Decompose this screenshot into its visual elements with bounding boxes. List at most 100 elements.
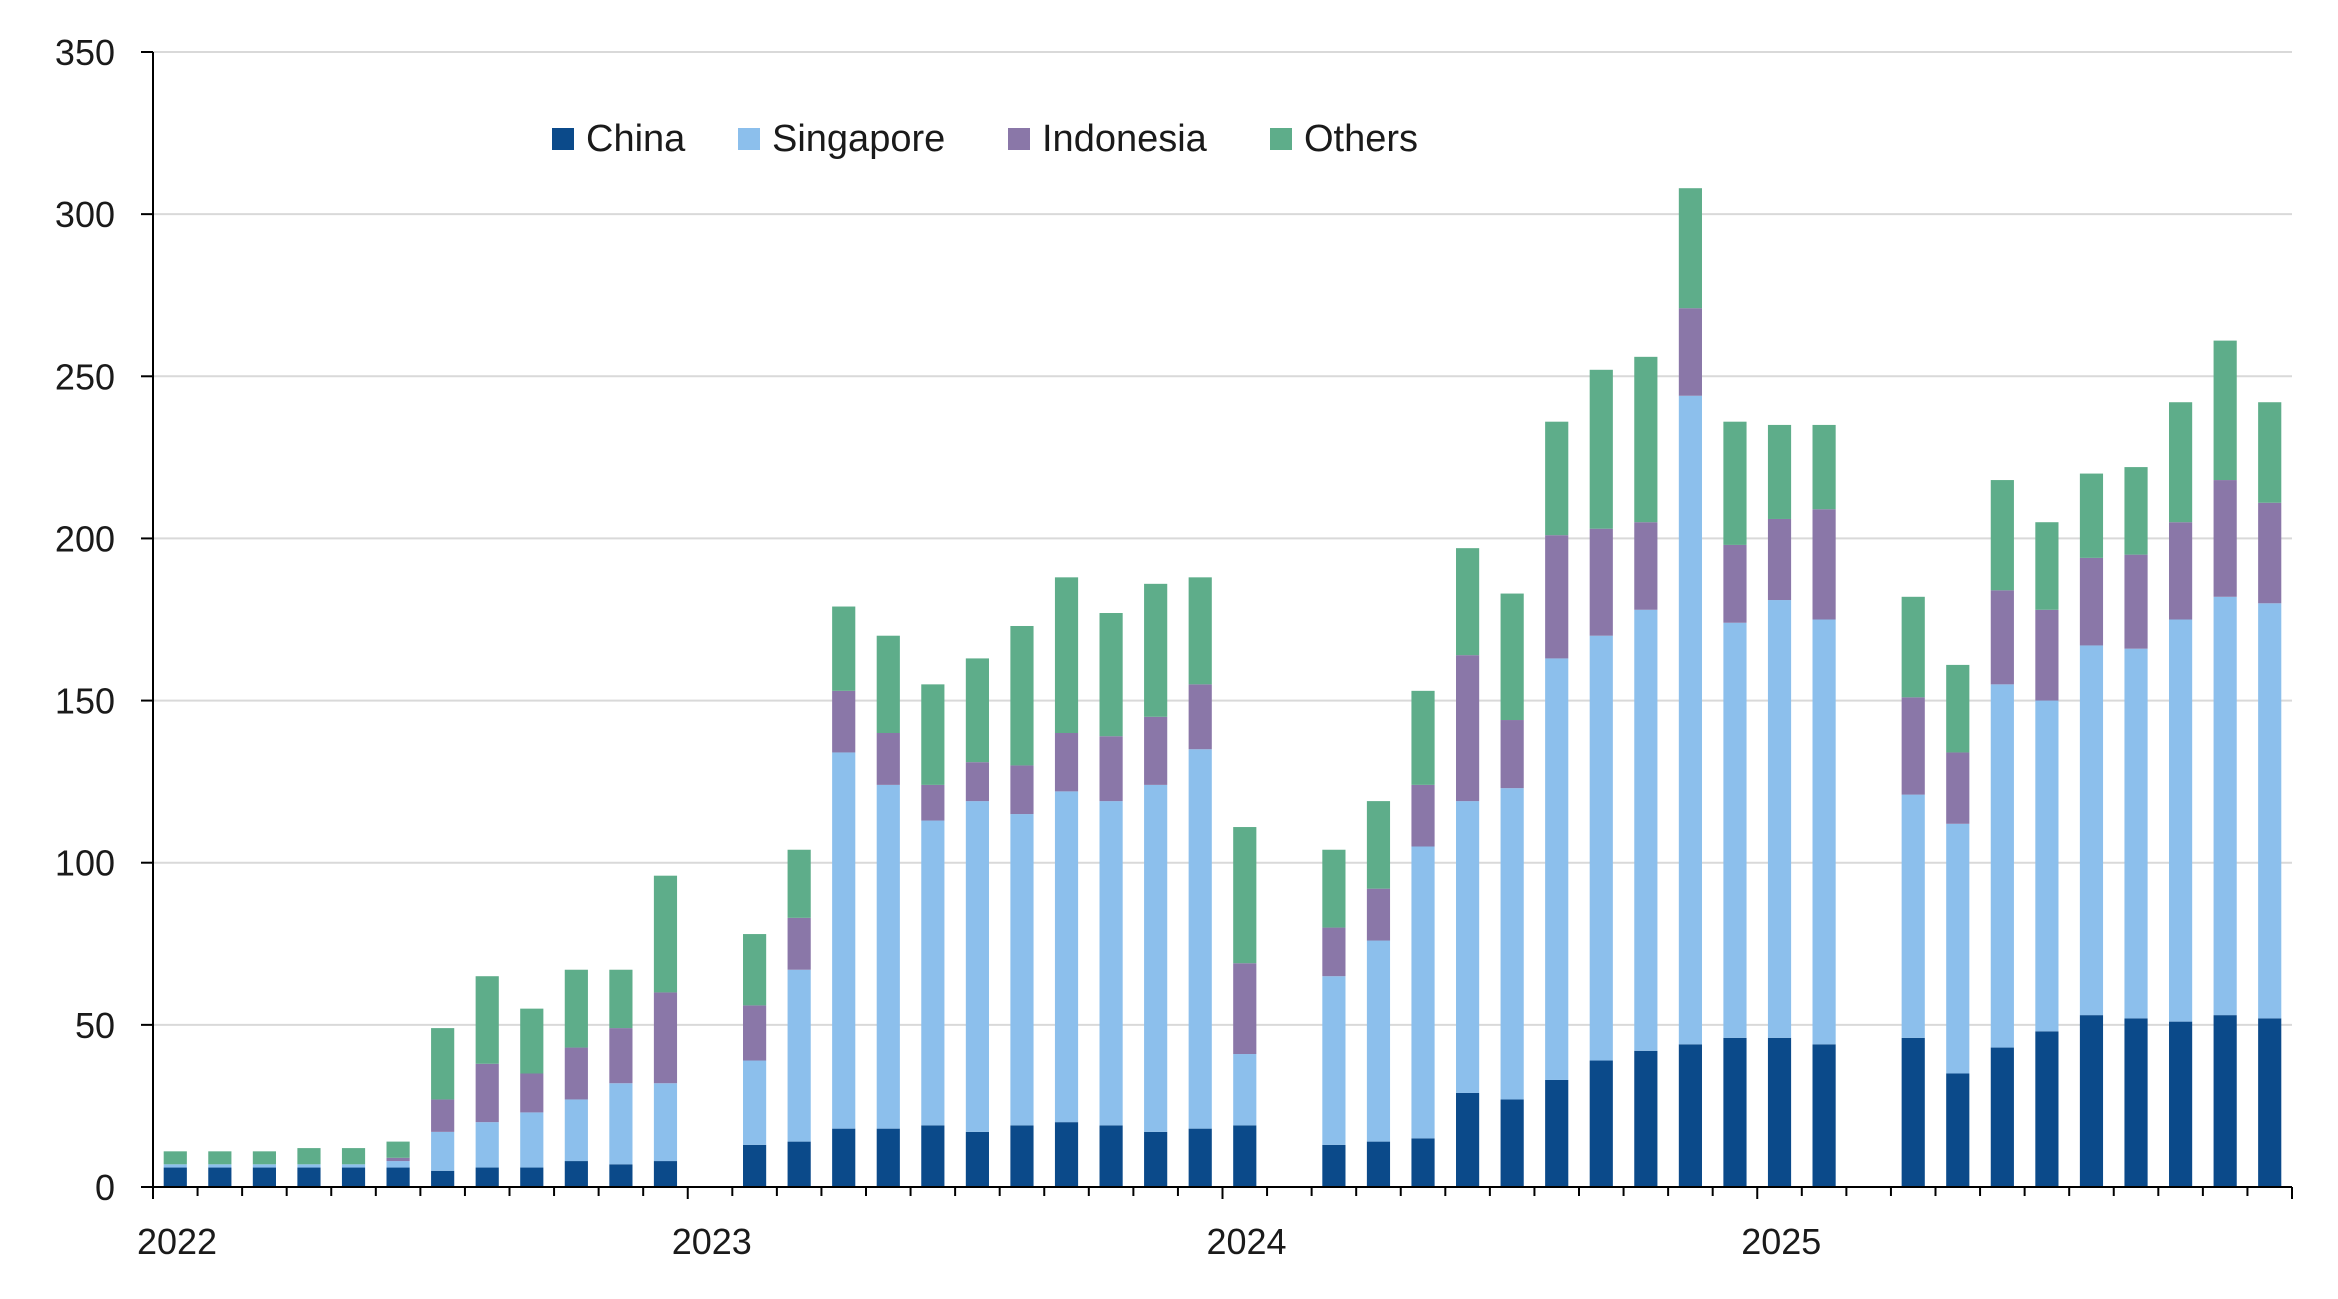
bar-others — [1366, 801, 1391, 889]
bar-indonesia — [743, 1005, 767, 1061]
bar-others — [965, 658, 989, 763]
bar-stack: Nov 2023 — [1188, 577, 1212, 1187]
bar-china — [163, 1167, 187, 1187]
bar-singapore — [1589, 635, 1613, 1061]
bar-stack: Aug 2025 — [2213, 340, 2237, 1187]
bar-singapore — [2035, 700, 2059, 1032]
bar-others — [475, 976, 499, 1064]
bar-stack: Oct 2022 — [564, 969, 588, 1187]
bar-others — [1500, 593, 1524, 721]
bar-others — [1545, 421, 1569, 536]
bar-others — [2169, 402, 2193, 523]
bar-others — [1188, 577, 1212, 685]
bar-others — [1946, 664, 1970, 753]
bar-indonesia — [564, 1047, 588, 1100]
bar-stack: Feb 2023 — [787, 849, 811, 1187]
bar-stack: May 2025 — [2079, 473, 2104, 1187]
bar-singapore — [1901, 794, 1925, 1038]
bar-stack: Dec 2022 — [653, 875, 678, 1187]
bar-others — [653, 875, 678, 993]
bar-singapore — [743, 1060, 767, 1145]
bar-singapore — [297, 1164, 321, 1168]
bar-others — [2035, 522, 2059, 610]
bar-indonesia — [1010, 765, 1034, 815]
bar-stack: Apr 2024 — [1456, 548, 1480, 1187]
bar-china — [1634, 1050, 1658, 1187]
bar-singapore — [1188, 749, 1212, 1129]
bar-china — [386, 1167, 410, 1187]
bar-china — [2213, 1015, 2237, 1187]
legend-label-china: China — [586, 118, 686, 160]
bar-stack: Dec 2024 — [1812, 424, 1836, 1187]
bar-stack: Sep 2025 — [2258, 402, 2282, 1187]
bar-china — [431, 1170, 455, 1187]
bar-indonesia — [1678, 308, 1702, 396]
bar-indonesia — [431, 1099, 455, 1132]
bar-others — [1901, 596, 1925, 698]
bar-stack: May 2022 — [341, 1148, 366, 1187]
y-tick-label: 0 — [95, 1167, 115, 1208]
bar-stack: Apr 2023 — [876, 635, 900, 1187]
bar-others — [832, 606, 856, 691]
bar-stack: Aug 2023 — [1054, 577, 1079, 1187]
bar-indonesia — [1545, 535, 1569, 659]
bar-indonesia — [2035, 609, 2059, 701]
bar-stack: Jul 2024 — [1589, 369, 1613, 1187]
bar-indonesia — [2079, 557, 2104, 646]
bar-indonesia — [609, 1028, 633, 1084]
bar-singapore — [431, 1131, 455, 1171]
bar-stack: Feb 2022 — [208, 1151, 232, 1187]
bar-china — [1589, 1060, 1613, 1187]
bar-stack: Aug 2024 — [1634, 356, 1658, 1187]
bar-singapore — [341, 1164, 366, 1168]
legend-swatch-china — [552, 128, 574, 150]
bar-singapore — [2079, 645, 2104, 1016]
bar-indonesia — [1812, 509, 1836, 620]
bar-stack: Sep 2024 — [1678, 188, 1702, 1187]
bar-series: Jan 2022 Feb 2022 Mar 2022 Apr 2022 May 2022… — [163, 188, 2282, 1187]
bar-singapore — [163, 1164, 187, 1168]
bar-stack: Sep 2023 — [1099, 613, 1123, 1187]
bar-others — [2124, 467, 2148, 555]
bar-singapore — [520, 1112, 544, 1168]
bar-china — [1901, 1037, 1925, 1187]
bar-indonesia — [2213, 480, 2237, 597]
bar-others — [1456, 548, 1480, 656]
bar-indonesia — [1366, 888, 1391, 941]
bar-stack: May 2024 — [1500, 593, 1524, 1187]
bar-others — [1099, 613, 1123, 737]
bar-stack: Jun 2025 — [2124, 467, 2148, 1187]
bar-others — [1634, 356, 1658, 523]
bar-indonesia — [1233, 963, 1257, 1055]
bar-china — [1812, 1044, 1836, 1187]
legend-swatch-others — [1270, 128, 1292, 150]
bar-others — [1767, 424, 1792, 519]
bar-china — [832, 1128, 856, 1187]
bar-china — [2169, 1021, 2193, 1187]
bar-china — [1678, 1044, 1702, 1187]
bar-indonesia — [1188, 684, 1212, 750]
bar-stack: Mar 2023 — [832, 606, 856, 1187]
bar-stack: Nov 2022 — [609, 969, 633, 1187]
bar-others — [921, 684, 945, 785]
bar-others — [1723, 421, 1747, 545]
bar-china — [297, 1167, 321, 1187]
bar-singapore — [1812, 619, 1836, 1045]
bar-singapore — [1322, 976, 1346, 1145]
bar-china — [520, 1167, 544, 1187]
bar-singapore — [921, 820, 945, 1126]
bar-indonesia — [1099, 736, 1123, 802]
bar-indonesia — [1500, 720, 1524, 789]
bar-stack: Jul 2023 — [1010, 625, 1034, 1187]
legend-label-singapore: Singapore — [772, 118, 945, 160]
bar-china — [2258, 1018, 2282, 1187]
bar-stack: Feb 2025 — [1946, 664, 1970, 1187]
bar-china — [564, 1161, 588, 1187]
axes: 0 50 100 150 200 250 300 350 2022 2023 2024 2025 — [55, 32, 2293, 1262]
bar-stack: Aug 2022 — [475, 976, 499, 1187]
bar-singapore — [609, 1083, 633, 1165]
bar-others — [1233, 827, 1257, 964]
bar-china — [1099, 1125, 1123, 1187]
bar-others — [1589, 369, 1613, 529]
bar-indonesia — [1946, 752, 1970, 824]
